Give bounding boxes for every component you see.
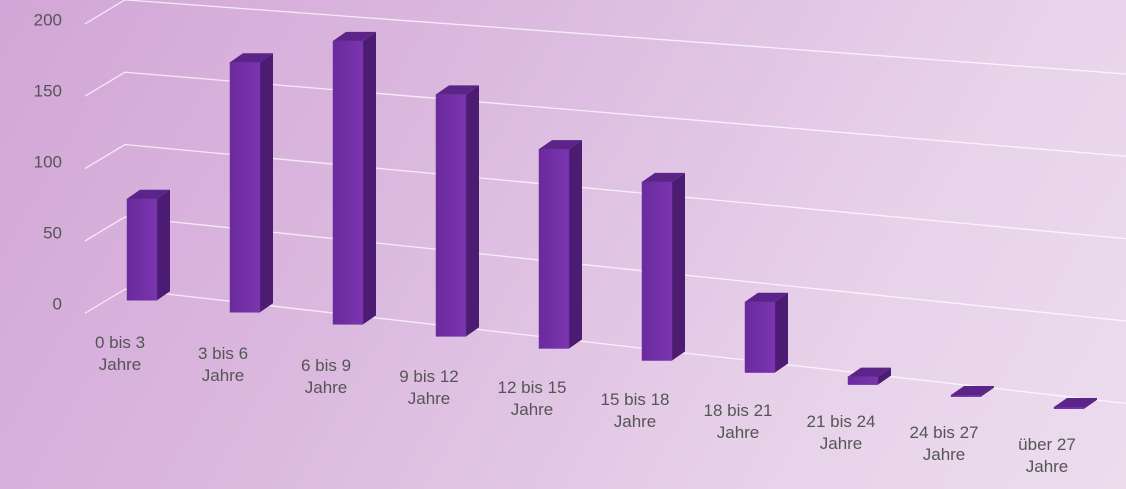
bar-side xyxy=(466,85,479,337)
bar-front xyxy=(950,394,982,397)
x-tick-label: über 27 Jahre xyxy=(1018,434,1076,476)
bar-front xyxy=(332,40,364,325)
x-tick-label: 6 bis 9 Jahre xyxy=(300,355,352,397)
bar-top xyxy=(745,292,788,302)
bar-side xyxy=(1084,398,1097,409)
x-tick-label: 18 bis 21 Jahre xyxy=(703,400,773,442)
bar-side xyxy=(260,53,273,313)
x-tick-label: 3 bis 6 Jahre xyxy=(197,344,249,386)
bar-side xyxy=(363,31,376,325)
bar xyxy=(229,53,273,313)
y-tick-label: 200 xyxy=(34,10,62,29)
grid-line xyxy=(84,288,1126,405)
grid-line xyxy=(84,143,1126,240)
bar xyxy=(332,31,376,325)
bar-front xyxy=(641,181,673,361)
y-tick-label: 0 xyxy=(53,294,62,313)
bar-top xyxy=(230,53,273,63)
bar-front xyxy=(847,376,879,385)
bar-side xyxy=(569,140,582,349)
x-tick-label: 0 bis 3 Jahre xyxy=(94,333,146,374)
bar-top xyxy=(642,172,685,182)
grid-line xyxy=(84,216,1126,322)
x-tick-label: 24 bis 27 Jahre xyxy=(909,423,979,465)
bar-front xyxy=(229,61,261,313)
bar xyxy=(538,140,582,349)
bar-front xyxy=(744,301,776,373)
grid-line xyxy=(84,71,1126,157)
bar-side xyxy=(878,367,891,385)
bar xyxy=(126,189,170,301)
bar-front xyxy=(126,198,158,301)
bar xyxy=(744,292,788,373)
x-tick-label: 21 bis 24 Jahre xyxy=(806,412,876,454)
x-tick-label: 12 bis 15 Jahre xyxy=(497,378,567,420)
bar-front xyxy=(1053,406,1085,409)
bar-top xyxy=(1054,398,1097,408)
bar-top xyxy=(951,386,994,396)
bar xyxy=(1053,398,1097,409)
x-tick-label: 15 bis 18 Jahre xyxy=(600,389,670,431)
bar-side xyxy=(157,189,170,301)
bar-side xyxy=(775,292,788,373)
bar-top xyxy=(848,367,891,377)
y-tick-label: 150 xyxy=(34,81,62,100)
bar-front xyxy=(538,148,570,349)
bar xyxy=(847,367,891,385)
bar xyxy=(435,85,479,337)
bar-top xyxy=(127,189,170,199)
bar-top xyxy=(436,85,479,95)
bar-top xyxy=(539,140,582,150)
bar-front xyxy=(435,94,467,337)
bar-side xyxy=(672,172,685,361)
x-tick-label: 9 bis 12 Jahre xyxy=(399,366,459,408)
bar xyxy=(641,172,685,361)
y-tick-label: 50 xyxy=(43,223,62,242)
grid-line xyxy=(84,0,1126,75)
bar xyxy=(950,386,994,397)
y-tick-label: 100 xyxy=(34,152,62,171)
bar-side xyxy=(981,386,994,397)
bar-top xyxy=(333,31,376,41)
